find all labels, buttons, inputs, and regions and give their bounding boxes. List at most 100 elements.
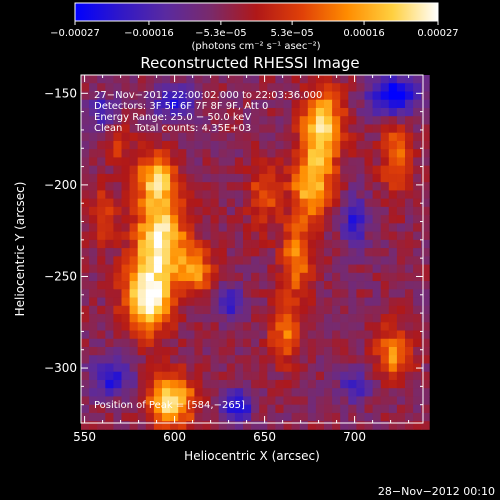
heatmap-cell	[129, 91, 139, 101]
heatmap-cell	[137, 355, 147, 364]
heatmap-cell	[145, 305, 155, 315]
heatmap-cell	[170, 190, 179, 200]
heatmap-cell	[234, 91, 244, 101]
heatmap-cell	[210, 330, 220, 340]
heatmap-cell	[113, 412, 122, 422]
heatmap-cell	[380, 314, 390, 323]
heatmap-cell	[105, 264, 114, 274]
heatmap-cell	[243, 371, 252, 381]
heatmap-cell	[324, 314, 333, 323]
heatmap-cell	[89, 157, 98, 167]
heatmap-cell	[291, 157, 301, 167]
heatmap-cell	[275, 83, 284, 92]
heatmap-cell	[380, 107, 390, 117]
heatmap-cell	[105, 412, 114, 422]
heatmap-cell	[307, 206, 317, 216]
heatmap-cell	[153, 330, 163, 340]
heatmap-cell	[89, 248, 98, 257]
heatmap-cell	[299, 239, 309, 249]
heatmap-cell	[105, 396, 114, 406]
heatmap-cell	[202, 140, 211, 150]
heatmap-cell	[194, 107, 203, 117]
heatmap-cell	[348, 396, 357, 406]
heatmap-cell	[275, 182, 284, 191]
heatmap-cell	[413, 371, 422, 381]
heatmap-cell	[283, 182, 292, 191]
heatmap-cell	[356, 379, 365, 389]
heatmap-cell	[178, 256, 187, 265]
x-tick-label: 600	[163, 430, 186, 444]
heatmap-cell	[234, 140, 244, 150]
heatmap-cell	[178, 124, 187, 134]
heatmap-cell	[210, 421, 220, 430]
heatmap-cell	[243, 281, 252, 290]
heatmap-cell	[283, 206, 292, 216]
heatmap-cell	[129, 289, 139, 298]
heatmap-cell	[405, 330, 414, 340]
heatmap-cell	[348, 173, 357, 183]
heatmap-cell	[364, 107, 373, 117]
heatmap-cell	[178, 132, 187, 142]
heatmap-cell	[380, 363, 390, 373]
heatmap-cell	[202, 355, 211, 364]
colorbar	[74, 2, 439, 22]
heatmap-cell	[332, 281, 341, 290]
heatmap-cell	[356, 239, 365, 249]
heatmap-cell	[186, 140, 195, 150]
heatmap-cell	[348, 132, 357, 142]
heatmap-cell	[105, 132, 114, 142]
heatmap-cell	[162, 99, 171, 109]
heatmap-cell	[413, 305, 422, 315]
heatmap-cell	[340, 388, 349, 397]
heatmap-cell	[315, 421, 325, 430]
heatmap-cell	[396, 338, 406, 348]
heatmap-cell	[218, 190, 228, 200]
heatmap-cell	[364, 239, 373, 249]
heatmap-cell	[251, 107, 260, 117]
heatmap-cell	[315, 206, 325, 216]
heatmap-cell	[170, 140, 179, 150]
heatmap-cell	[170, 421, 179, 430]
heatmap-cell	[218, 215, 228, 224]
heatmap-cell	[340, 256, 349, 265]
heatmap-cell	[218, 107, 228, 117]
heatmap-cell	[332, 173, 341, 183]
heatmap-cell	[97, 297, 106, 307]
heatmap-cell	[275, 264, 284, 274]
heatmap-cell	[170, 322, 179, 331]
heatmap-cell	[291, 355, 301, 364]
heatmap-cell	[315, 91, 325, 101]
heatmap-cell	[121, 412, 130, 422]
heatmap-cell	[291, 140, 301, 150]
heatmap-cell	[307, 363, 317, 373]
heatmap-cell	[121, 297, 130, 307]
heatmap-cell	[259, 132, 268, 142]
heatmap-cell	[413, 322, 422, 331]
heatmap-cell	[421, 355, 430, 364]
heatmap-cell	[178, 314, 187, 323]
heatmap-cell	[372, 272, 382, 282]
heatmap-cell	[113, 239, 122, 249]
heatmap-cell	[105, 379, 114, 389]
heatmap-cell	[348, 198, 357, 208]
heatmap-cell	[380, 116, 390, 125]
heatmap-cell	[307, 107, 317, 117]
heatmap-cell	[372, 330, 382, 340]
heatmap-cell	[364, 215, 373, 224]
heatmap-cell	[380, 305, 390, 315]
heatmap-cell	[129, 322, 139, 331]
heatmap-cell	[162, 182, 171, 191]
heatmap-cell	[226, 330, 236, 340]
heatmap-cell	[380, 404, 390, 414]
heatmap-cell	[97, 396, 106, 406]
heatmap-cell	[89, 379, 98, 389]
heatmap-cell	[348, 388, 357, 397]
heatmap-cell	[421, 363, 430, 373]
heatmap-cell	[340, 289, 349, 298]
heatmap-cell	[388, 338, 398, 348]
heatmap-cell	[340, 330, 349, 340]
heatmap-cell	[267, 322, 276, 331]
y-axis-label: Heliocentric Y (arcsec)	[13, 182, 27, 317]
heatmap-cell	[291, 99, 301, 109]
